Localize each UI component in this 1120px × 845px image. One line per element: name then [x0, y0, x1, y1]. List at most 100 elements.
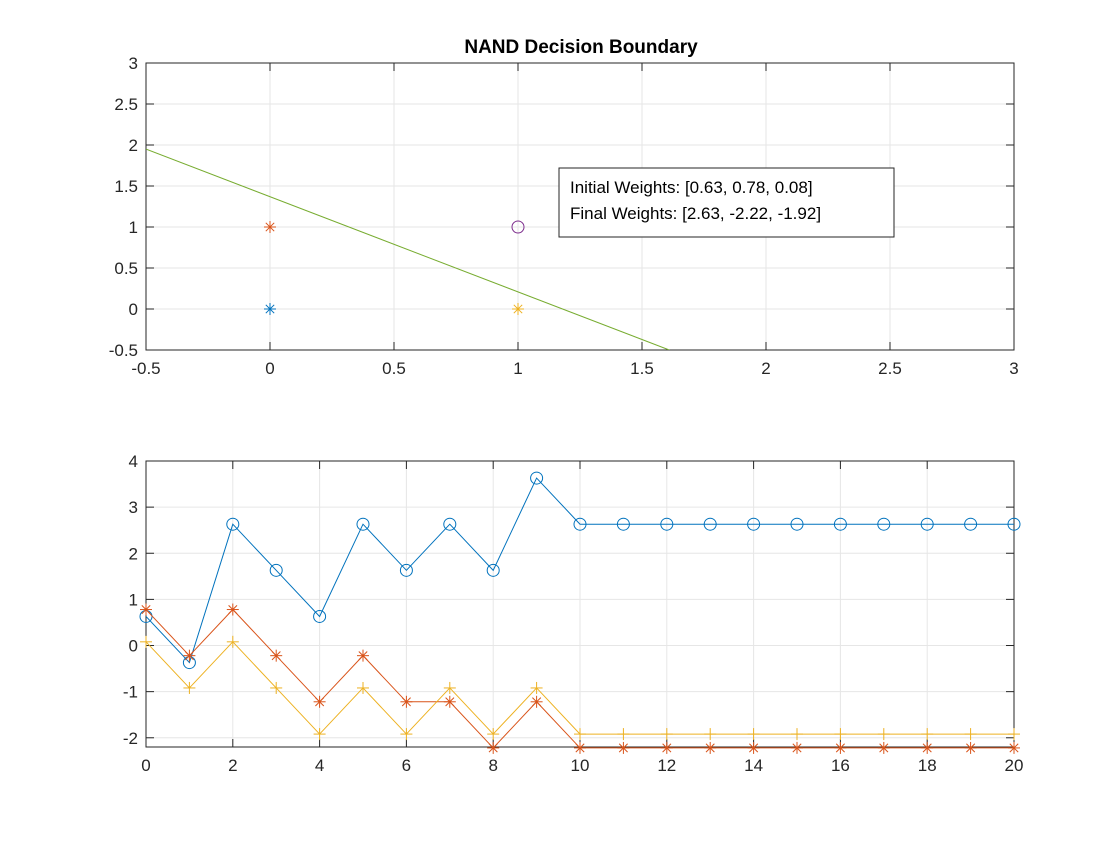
series-0-point-9	[530, 471, 544, 485]
plot1-x-tick-label: -0.5	[131, 359, 160, 378]
series-2-point-17	[877, 728, 890, 741]
legend-box: Initial Weights: [0.63, 0.78, 0.08] Final…	[558, 167, 895, 238]
series-0-point-11	[616, 517, 630, 531]
plot1-y-tick-label: 2	[129, 136, 138, 155]
plot2-y-tick-label: -1	[123, 683, 138, 702]
series-2-point-0	[140, 635, 152, 648]
series-2-point-7	[443, 681, 456, 694]
series-0-point-3	[269, 563, 283, 577]
series-1-point-16	[834, 741, 847, 754]
series-2-point-4	[313, 728, 326, 741]
series-2-point-6	[400, 728, 413, 741]
series-0-point-15	[790, 517, 804, 531]
plot2-x-tick-label: 20	[1005, 756, 1024, 775]
plot1-x-tick-label: 0.5	[382, 359, 406, 378]
plot1-y-tick-label: 2.5	[114, 95, 138, 114]
plot2-x-tick-label: 18	[918, 756, 937, 775]
series-2-point-16	[834, 728, 847, 741]
plot2-x-tick-label: 2	[228, 756, 237, 775]
data-point-3	[511, 220, 525, 234]
series-0-point-16	[833, 517, 847, 531]
series-1-point-6	[400, 695, 413, 708]
series-0	[139, 471, 1021, 670]
series-2-point-11	[617, 728, 630, 741]
series-1-point-13	[704, 741, 717, 754]
plot1-y-tick-label: 0	[129, 300, 138, 319]
plot1-x-tick-label: 0	[265, 359, 274, 378]
series-2-point-19	[964, 728, 977, 741]
series-1-point-2	[226, 603, 239, 616]
series-2-point-18	[921, 728, 934, 741]
plot2-x-tick-label: 14	[744, 756, 763, 775]
plot1-y-tick-label: -0.5	[109, 341, 138, 360]
plot1-x-tick-label: 3	[1009, 359, 1018, 378]
series-0-point-6	[399, 563, 413, 577]
series-2-point-20	[1008, 728, 1020, 741]
plot2-y-tick-label: 0	[129, 637, 138, 656]
plot1-x-tick-label: 1.5	[630, 359, 654, 378]
plot2-y-tick-label: 2	[129, 544, 138, 563]
series-1-point-9	[530, 695, 543, 708]
series-1-point-14	[747, 741, 760, 754]
series-2-point-8	[487, 728, 500, 741]
legend-line-1: Final Weights: [2.63, -2.22, -1.92]	[570, 204, 821, 223]
series-0-point-7	[443, 517, 457, 531]
plot2-x-tick-label: 0	[141, 756, 150, 775]
plot1-x-tick-label: 1	[513, 359, 522, 378]
series-1-point-8	[487, 741, 500, 754]
series-1-point-10	[574, 741, 586, 754]
series-1-point-5	[357, 649, 369, 662]
series-1-point-19	[964, 741, 977, 754]
series-0-point-2	[226, 517, 240, 531]
series-1-point-11	[617, 741, 630, 754]
series-0-point-13	[703, 517, 717, 531]
plot2-x-tick-label: 10	[571, 756, 590, 775]
plot1-y-tick-label: 3	[129, 54, 138, 73]
series-0-point-8	[486, 563, 500, 577]
series-1-point-17	[877, 741, 890, 754]
series-2-point-10	[574, 728, 586, 741]
series-0-point-14	[747, 517, 761, 531]
series-0-point-19	[964, 517, 978, 531]
plot2-y-tick-label: 1	[129, 590, 138, 609]
plot1-y-tick-label: 0.5	[114, 259, 138, 278]
series-2-point-14	[747, 728, 760, 741]
plot2-x-tick-label: 4	[315, 756, 324, 775]
data-point-1	[264, 221, 276, 233]
series-0-point-4	[313, 609, 327, 623]
series-2-point-13	[704, 728, 717, 741]
series-1-point-18	[921, 741, 934, 754]
decision-boundary-plot: -0.5 0 0.5 1 1.5 2 2.5 3 -0.5 0 0.5 1 1.5 2 2.5 3 NAND D…	[109, 37, 1019, 378]
plot2-y-tick-label: 4	[129, 452, 138, 471]
plot2-y-tick-label: 3	[129, 498, 138, 517]
series-0-point-10	[573, 517, 587, 531]
series-0-point-5	[356, 517, 370, 531]
plot2-y-tick-label: -2	[123, 729, 138, 748]
plot1-y-tick-label: 1.5	[114, 177, 138, 196]
series-1	[140, 603, 1020, 754]
series-0-line	[145, 477, 1014, 664]
chart-title: NAND Decision Boundary	[464, 37, 698, 58]
series-1-point-4	[313, 695, 326, 708]
plot1-y-tick-label: 1	[129, 218, 138, 237]
series-2-point-15	[791, 728, 803, 741]
series-0-point-12	[660, 517, 674, 531]
series-1-point-1	[183, 649, 196, 662]
series-2-point-1	[183, 681, 196, 694]
legend-line-0: Initial Weights: [0.63, 0.78, 0.08]	[570, 178, 813, 197]
series-2-point-5	[357, 681, 369, 694]
series-1-point-3	[270, 649, 283, 662]
series-1-point-12	[660, 741, 673, 754]
series-0-point-18	[920, 517, 934, 531]
plot1-x-tick-label: 2.5	[878, 359, 902, 378]
series-1-point-15	[791, 741, 803, 754]
series-2	[140, 635, 1020, 741]
series-1-point-7	[443, 695, 456, 708]
series-2-point-9	[530, 681, 543, 694]
plot2-x-tick-label: 8	[488, 756, 497, 775]
plot1-x-tick-label: 2	[761, 359, 770, 378]
series-0-point-20	[1007, 517, 1021, 531]
